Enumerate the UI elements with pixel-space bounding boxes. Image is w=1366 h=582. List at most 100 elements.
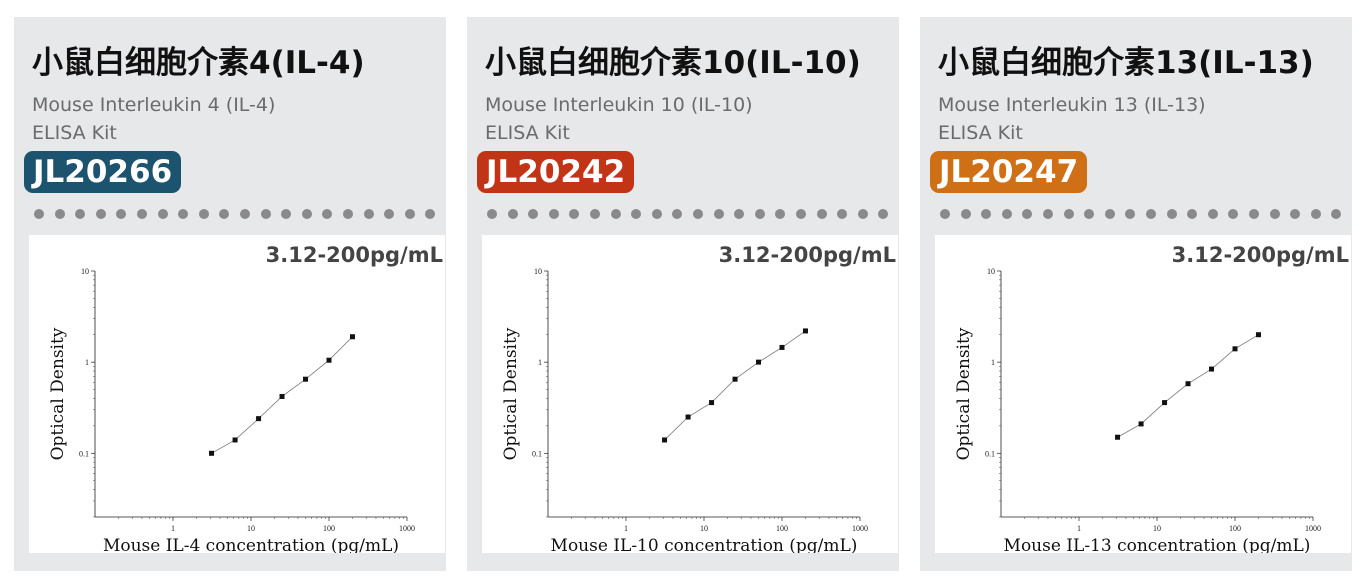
divider-dot xyxy=(528,209,539,219)
subtitle-line-2: ELISA Kit xyxy=(485,122,570,144)
x-tick-label: 1000 xyxy=(1305,524,1321,533)
x-tick-label: 1 xyxy=(171,524,175,533)
data-point xyxy=(303,376,309,382)
y-tick-label: 0.1 xyxy=(532,449,542,458)
x-tick-label: 10 xyxy=(247,524,255,533)
y-axis-label: Optical Density xyxy=(501,327,521,460)
product-card-il4: 小鼠白细胞介素4(IL-4) Mouse Interleukin 4 (IL-4… xyxy=(14,17,446,571)
divider-dot xyxy=(116,209,127,219)
divider-dot xyxy=(734,209,745,219)
divider-dot xyxy=(157,209,168,219)
subtitle-line-2: ELISA Kit xyxy=(32,122,117,144)
divider-dot xyxy=(404,209,415,219)
card-subtitle: Mouse Interleukin 13 (IL-13) ELISA Kit xyxy=(938,91,1206,147)
x-axis-label: Mouse IL-13 concentration (pg/mL) xyxy=(1004,536,1311,553)
data-point xyxy=(662,437,668,443)
data-point xyxy=(1138,421,1144,427)
catalog-code-badge: JL20242 xyxy=(477,151,635,193)
divider-dot xyxy=(219,209,230,219)
divider-dot xyxy=(940,209,950,219)
data-point xyxy=(232,437,238,443)
divider-dot xyxy=(198,209,209,219)
divider-dot xyxy=(363,209,374,219)
data-point xyxy=(756,359,762,365)
y-tick-label: 10 xyxy=(987,267,995,276)
divider-dot xyxy=(34,209,44,219)
divider-dot xyxy=(857,209,868,219)
data-point xyxy=(802,328,808,334)
y-axis-label: Optical Density xyxy=(48,327,68,460)
product-card-il10: 小鼠白细胞介素10(IL-10) Mouse Interleukin 10 (I… xyxy=(467,17,899,571)
subtitle-line-1: Mouse Interleukin 13 (IL-13) xyxy=(938,94,1206,116)
divider-dot xyxy=(837,209,848,219)
divider-dot xyxy=(1310,209,1321,219)
divider-dot xyxy=(878,209,889,219)
data-point xyxy=(732,376,738,382)
divider-dot xyxy=(693,209,703,219)
divider-dot xyxy=(54,209,65,219)
detection-range-label: 3.12-200pg/mL xyxy=(1171,243,1349,267)
x-tick-label: 100 xyxy=(776,524,788,533)
divider-dot xyxy=(1084,209,1095,219)
subtitle-line-1: Mouse Interleukin 4 (IL-4) xyxy=(32,94,276,116)
divider-dot xyxy=(590,209,600,219)
divider-dot xyxy=(1166,209,1177,219)
y-tick-label: 1 xyxy=(991,358,995,367)
data-point xyxy=(1232,346,1238,352)
standard-curve-panel: 3.12-200pg/mL 0.1 1 10 1 10 100 1000 Mouse IL-1… xyxy=(482,235,898,553)
divider-dot xyxy=(487,209,497,219)
data-point xyxy=(1255,332,1261,338)
divider-dot xyxy=(425,209,436,219)
data-point xyxy=(279,393,285,399)
data-point xyxy=(1185,381,1191,387)
card-subtitle: Mouse Interleukin 10 (IL-10) ELISA Kit xyxy=(485,91,753,147)
y-tick-label: 10 xyxy=(534,267,542,276)
divider-dot xyxy=(631,209,642,219)
standard-curve-panel: 3.12-200pg/mL 0.1 1 10 1 10 100 1000 Mouse IL-1… xyxy=(935,235,1351,553)
divider-dot xyxy=(754,209,765,219)
y-tick-label: 1 xyxy=(85,358,89,367)
divider-dot xyxy=(384,209,395,219)
x-axis-label: Mouse IL-10 concentration (pg/mL) xyxy=(551,536,858,553)
divider-dot xyxy=(322,209,333,219)
divider-dot xyxy=(1249,209,1259,219)
divider-dot xyxy=(796,209,806,219)
divider-dot xyxy=(178,209,189,219)
divider-dot xyxy=(569,209,580,219)
divider-dot xyxy=(816,209,827,219)
subtitle-line-1: Mouse Interleukin 10 (IL-10) xyxy=(485,94,753,116)
catalog-code-badge: JL20266 xyxy=(24,151,182,193)
data-point xyxy=(1115,434,1121,440)
card-title: 小鼠白细胞介素10(IL-10) xyxy=(485,45,861,81)
divider-dot xyxy=(1043,209,1053,219)
divider-dot xyxy=(981,209,992,219)
divider-dot xyxy=(507,209,518,219)
divider-dot xyxy=(1290,209,1301,219)
x-tick-label: 1 xyxy=(1077,524,1081,533)
dot-divider xyxy=(487,209,889,221)
divider-dot xyxy=(960,209,971,219)
divider-dot xyxy=(610,209,621,219)
divider-dot xyxy=(240,209,250,219)
divider-dot xyxy=(548,209,559,219)
data-point xyxy=(1162,400,1168,406)
subtitle-line-2: ELISA Kit xyxy=(938,122,1023,144)
data-point xyxy=(779,344,785,350)
divider-dot xyxy=(75,209,86,219)
x-tick-label: 100 xyxy=(323,524,335,533)
divider-dot xyxy=(1146,209,1156,219)
divider-dot xyxy=(301,209,312,219)
standard-curve-chart: 0.1 1 10 1 10 100 1000 Mouse IL-10 concentratio… xyxy=(501,267,868,553)
divider-dot xyxy=(1331,209,1342,219)
divider-dot xyxy=(260,209,271,219)
y-tick-label: 0.1 xyxy=(985,449,995,458)
divider-dot xyxy=(1022,209,1033,219)
divider-dot xyxy=(1228,209,1239,219)
standard-curve-panel: 3.12-200pg/mL 0.1 1 10 1 10 100 1000 Mouse IL-4… xyxy=(29,235,445,553)
divider-dot xyxy=(1104,209,1115,219)
dot-divider xyxy=(940,209,1342,221)
x-tick-label: 1 xyxy=(624,524,628,533)
divider-dot xyxy=(775,209,786,219)
card-subtitle: Mouse Interleukin 4 (IL-4) ELISA Kit xyxy=(32,91,275,147)
